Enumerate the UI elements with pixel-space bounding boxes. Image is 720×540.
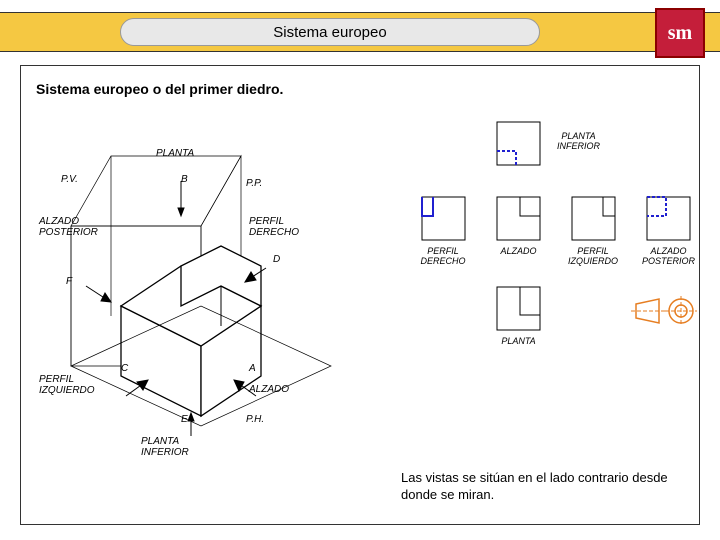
lbl-d: D — [273, 254, 280, 265]
lbl-b: B — [181, 174, 188, 185]
content-frame: Sistema europeo o del primer diedro. — [20, 65, 700, 525]
lbl-alzpost: ALZADO POSTERIOR — [39, 216, 99, 238]
page-title: Sistema europeo — [120, 18, 540, 46]
lbl-planta: PLANTA — [156, 148, 194, 159]
view-alzado-posterior — [646, 196, 691, 241]
lbl-pp: P.P. — [246, 178, 262, 189]
lbl-f: F — [66, 276, 72, 287]
lbl-view-alzpost: ALZADO POSTERIOR — [636, 246, 701, 266]
iso-svg — [51, 116, 381, 456]
lbl-c: C — [121, 363, 128, 374]
lbl-alzado-iso: ALZADO — [249, 384, 289, 395]
lbl-pv: P.V. — [61, 174, 78, 185]
lbl-a: A — [249, 363, 256, 374]
isometric-diagram: PLANTA B P.V. P.P. ALZADO POSTERIOR PERF… — [51, 116, 381, 456]
subtitle: Sistema europeo o del primer diedro. — [36, 81, 684, 97]
lbl-e: E — [181, 414, 188, 425]
lbl-view-plantainf: PLANTA INFERIOR — [551, 131, 606, 151]
first-angle-symbol-icon — [631, 296, 701, 326]
view-perfil-izquierdo — [571, 196, 616, 241]
lbl-perfizq-iso: PERFIL IZQUIERDO — [39, 374, 99, 396]
view-alzado — [496, 196, 541, 241]
lbl-ph: P.H. — [246, 414, 264, 425]
lbl-perfder-iso: PERFIL DERECHO — [249, 216, 309, 238]
view-planta-inferior — [496, 121, 541, 166]
view-planta — [496, 286, 541, 331]
footer-text: Las vistas se sitúan en el lado contrari… — [401, 470, 679, 504]
lbl-view-perfder: PERFIL DERECHO — [413, 246, 473, 266]
lbl-view-planta: PLANTA — [496, 336, 541, 346]
lbl-plantainf-iso: PLANTA INFERIOR — [141, 436, 201, 458]
sm-logo: sm — [655, 8, 705, 58]
views-grid: PLANTA INFERIOR PERFIL DERECHO ALZADO PE… — [421, 121, 711, 401]
lbl-view-alzado: ALZADO — [496, 246, 541, 256]
lbl-view-perfizq: PERFIL IZQUIERDO — [563, 246, 623, 266]
view-perfil-derecho — [421, 196, 466, 241]
